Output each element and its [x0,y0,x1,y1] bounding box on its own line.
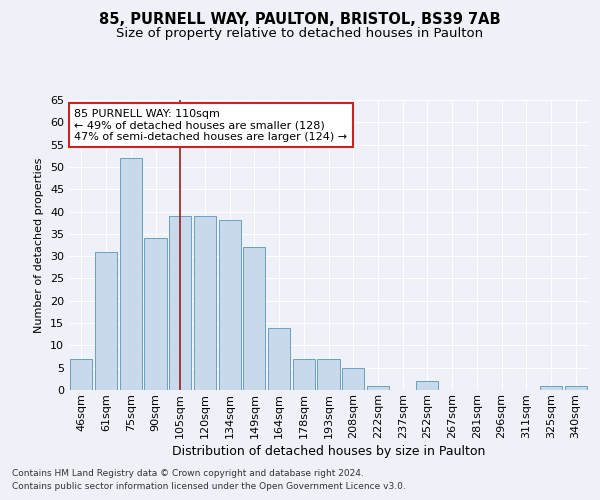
Bar [342,368,364,390]
Text: Contains public sector information licensed under the Open Government Licence v3: Contains public sector information licen… [12,482,406,491]
Bar [367,386,389,390]
Bar [268,328,290,390]
Bar [540,386,562,390]
X-axis label: Distribution of detached houses by size in Paulton: Distribution of detached houses by size … [172,445,485,458]
Text: 85 PURNELL WAY: 110sqm
← 49% of detached houses are smaller (128)
47% of semi-de: 85 PURNELL WAY: 110sqm ← 49% of detached… [74,108,347,142]
Bar [145,238,167,390]
Bar [565,386,587,390]
Bar [70,359,92,390]
Bar [119,158,142,390]
Bar [95,252,117,390]
Y-axis label: Number of detached properties: Number of detached properties [34,158,44,332]
Text: 85, PURNELL WAY, PAULTON, BRISTOL, BS39 7AB: 85, PURNELL WAY, PAULTON, BRISTOL, BS39 … [99,12,501,28]
Bar [293,359,315,390]
Bar [218,220,241,390]
Text: Size of property relative to detached houses in Paulton: Size of property relative to detached ho… [116,28,484,40]
Text: Contains HM Land Registry data © Crown copyright and database right 2024.: Contains HM Land Registry data © Crown c… [12,468,364,477]
Bar [194,216,216,390]
Bar [243,247,265,390]
Bar [169,216,191,390]
Bar [416,381,439,390]
Bar [317,359,340,390]
